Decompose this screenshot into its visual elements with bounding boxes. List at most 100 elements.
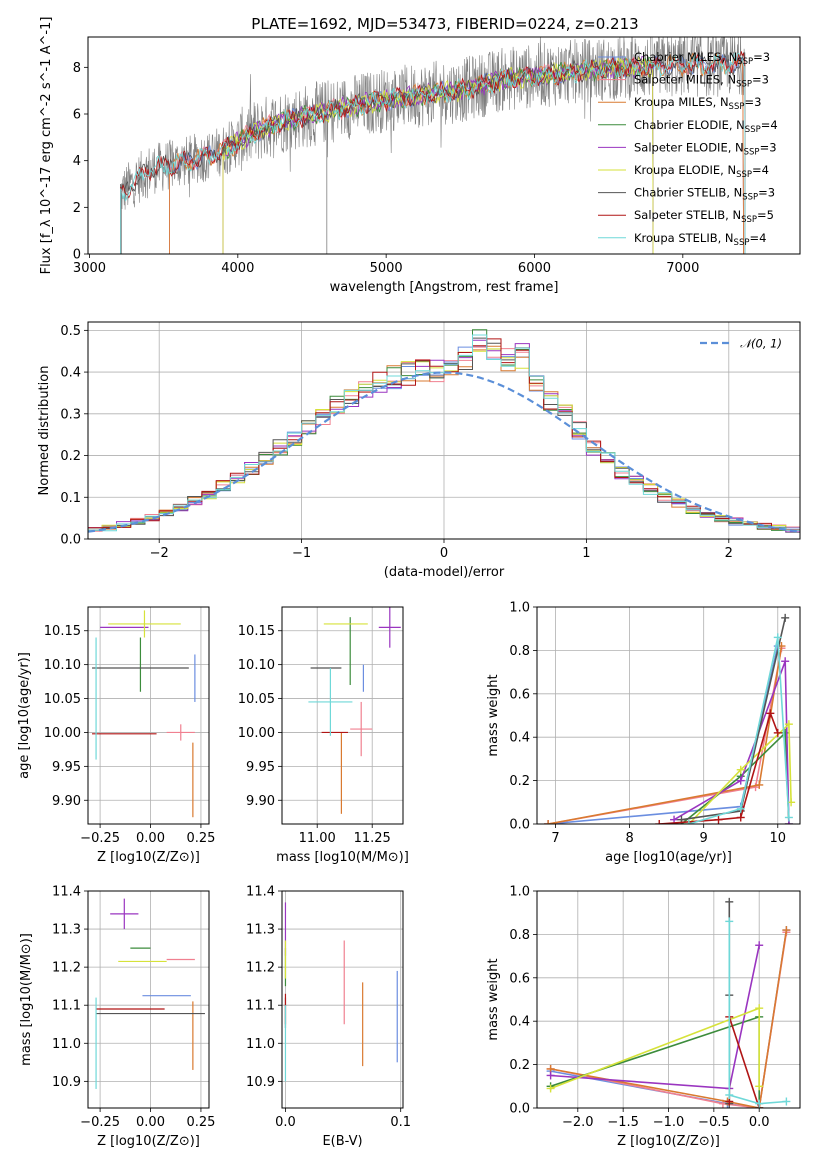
mass-weight-vs-Z-frame: [536, 890, 801, 1109]
legend-label-sub: SSP: [744, 147, 760, 157]
y-tick-label: 10.9: [246, 1075, 275, 1090]
x-tick-label: 11.25: [354, 831, 391, 846]
legend-label-tail: =5: [757, 208, 774, 222]
y-tick-label: 11.0: [52, 1037, 81, 1052]
y-axis-label: Normed distribution: [37, 366, 52, 496]
y-tick-label: 11.1: [246, 999, 275, 1014]
y-tick-label: 11.3: [246, 923, 275, 938]
legend-label-main: Chabrier MILES, N: [634, 50, 737, 64]
x-tick-label: −2.0: [562, 1115, 594, 1130]
y-tick-label: 6: [73, 108, 81, 123]
x-axis-label: Z [log10(Z/Z⊙)]: [97, 1134, 200, 1149]
x-tick-label: 0.0: [275, 1115, 296, 1130]
mass-weight-line: [688, 722, 792, 824]
y-tick-label: 0: [73, 248, 81, 263]
y-tick-label: 10.15: [44, 624, 81, 639]
legend-label: Kroupa MILES, NSSP=3: [634, 95, 761, 112]
residuals-frame: [87, 321, 801, 540]
y-tick-label: 11.2: [246, 961, 275, 976]
y-tick-label: 0.0: [509, 1102, 530, 1117]
legend-label-main: Kroupa MILES, N: [634, 95, 729, 109]
y-tick-label: 10.05: [238, 692, 275, 707]
x-tick-label: −0.25: [80, 1115, 120, 1130]
spectrum-plot-area: [120, 37, 746, 254]
legend-label-sub: SSP: [736, 170, 752, 180]
x-axis-label: E(B-V): [322, 1134, 362, 1149]
x-tick-label: −1.5: [607, 1115, 639, 1130]
x-tick-label: 7000: [666, 261, 699, 276]
y-tick-label: 10.00: [44, 726, 81, 741]
legend-label-tail: =3: [744, 95, 761, 109]
normal-curve-line: [88, 371, 800, 533]
residual-histogram-line: [88, 339, 800, 533]
x-tick-label: 0.1: [390, 1115, 411, 1130]
x-tick-label: 0.0: [749, 1115, 770, 1130]
legend-label-main: Chabrier ELODIE, N: [634, 118, 745, 132]
x-tick-label: −0.5: [698, 1115, 730, 1130]
x-tick-label: 3000: [73, 261, 106, 276]
y-tick-label: 10.10: [238, 658, 275, 673]
legend-label: Kroupa ELODIE, NSSP=4: [634, 163, 769, 180]
y-tick-label: 0.0: [60, 533, 81, 548]
model-spectrum-line: [169, 52, 744, 254]
y-tick-label: 0.8: [509, 644, 530, 659]
model-spectrum-line: [120, 51, 746, 254]
y-tick-label: 10.10: [44, 658, 81, 673]
x-tick-label: 5000: [370, 261, 403, 276]
y-tick-label: 0.3: [60, 407, 81, 422]
legend-label: Chabrier ELODIE, NSSP=4: [634, 118, 778, 135]
x-tick-label: −1: [292, 546, 311, 561]
legend-label-main: Salpeter MILES, N: [634, 73, 736, 87]
x-axis-label: Z [log10(Z/Z⊙)]: [617, 1134, 720, 1149]
y-tick-label: 9.95: [246, 760, 275, 775]
legend-label-tail: =4: [749, 231, 766, 245]
y-tick-label: 11.0: [246, 1037, 275, 1052]
y-tick-label: 0.2: [60, 449, 81, 464]
x-tick-label: −2: [150, 546, 169, 561]
x-axis-label: Z [log10(Z/Z⊙)]: [97, 850, 200, 865]
y-tick-label: 1.0: [509, 601, 530, 616]
y-tick-label: 0.2: [509, 774, 530, 789]
mass-weight-vs-Z-plot-area: [546, 897, 791, 1108]
y-tick-label: 11.3: [52, 923, 81, 938]
legend-label-sub: SSP: [729, 102, 745, 112]
legend-label-tail: =4: [752, 163, 769, 177]
model-spectrum-line: [120, 52, 746, 254]
y-tick-label: 10.15: [238, 624, 275, 639]
y-tick-label: 11.4: [52, 885, 81, 900]
legend-label-sub: SSP: [741, 215, 757, 225]
figure-title: PLATE=1692, MJD=53473, FIBERID=0224, z=0…: [251, 15, 638, 33]
y-tick-label: 10.00: [238, 726, 275, 741]
x-tick-label: 2: [725, 546, 733, 561]
legend-label-sub: SSP: [742, 193, 758, 203]
observed-spectrum-line: [120, 37, 746, 210]
mass-weight-line: [728, 1016, 760, 1108]
y-tick-label: 10.05: [44, 692, 81, 707]
legend-label-main: Kroupa STELIB, N: [634, 231, 734, 245]
legend-label: Salpeter MILES, NSSP=3: [634, 73, 769, 90]
residual-legend: 𝒩(0, 1): [700, 337, 782, 351]
mass-vs-ebv-plot-area: [284, 902, 398, 1082]
mass-weight-line: [550, 1007, 760, 1090]
age-vs-Z-frame: [87, 606, 210, 825]
legend-label-sub: SSP: [734, 238, 750, 248]
age-vs-Z-panel: −0.25 0.00 0.25 9.90 9.95 10.00 10.05 10.10 10.1…: [17, 606, 215, 865]
y-tick-label: 11.4: [246, 885, 275, 900]
legend-label-main: Salpeter ELODIE, N: [634, 140, 744, 154]
model-spectrum-line: [222, 56, 654, 254]
legend-label-sub: SSP: [736, 80, 752, 90]
mass-weight-vs-age-panel: 7 8 9 10 0.0 0.2 0.4 0.6 0.8 1.0 age [log10(age/yr…: [486, 601, 801, 865]
legend-label-main: Chabrier STELIB, N: [634, 186, 742, 200]
legend-label: Chabrier STELIB, NSSP=3: [634, 186, 775, 203]
age-vs-Z-plot-area: [92, 610, 196, 818]
y-tick-label: 0.6: [509, 687, 530, 702]
x-axis-label: age [log10(age/yr)]: [605, 850, 732, 865]
x-tick-label: 0.25: [186, 1115, 215, 1130]
legend-label: Kroupa STELIB, NSSP=4: [634, 231, 766, 248]
legend-label-tail: =3: [760, 140, 777, 154]
x-tick-label: 10: [770, 831, 787, 846]
mass-weight-vs-Z-panel: −2.0 −1.5 −1.0 −0.5 0.0 0.0 0.2 0.4 0.6 0.8 1.0 Z […: [486, 885, 801, 1149]
y-axis-label: mass weight: [486, 958, 501, 1040]
y-axis-label: mass weight: [486, 674, 501, 756]
